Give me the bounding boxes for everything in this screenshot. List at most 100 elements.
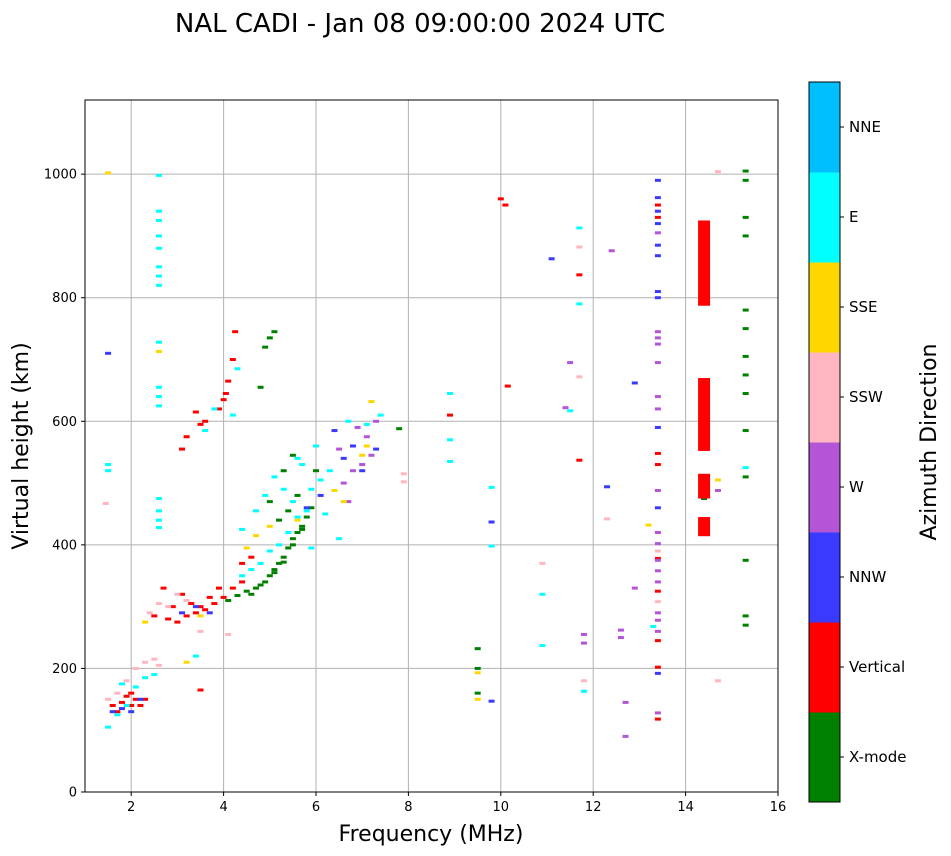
x-tick-label: 2 [127,800,135,815]
data-point-xmode [289,543,296,547]
data-point-e [239,527,246,531]
data-point-ssw [146,611,153,615]
data-point-vertical [497,197,504,201]
data-point-w [336,447,343,451]
data-point-vertical [215,586,222,590]
data-point-sse [105,171,112,175]
data-point-ssw [576,245,583,249]
data-point-sse [155,349,162,353]
data-point-vertical [239,561,246,565]
data-point-xmode [280,469,287,473]
data-point-e [248,568,255,572]
y-tick-label: 200 [52,662,77,677]
data-point-nnw [331,429,338,433]
data-point-e [155,209,162,213]
data-point-w [562,406,569,410]
colorbar-segment [809,532,840,623]
data-point-e [114,713,121,717]
data-point-xmode [308,506,315,510]
data-point-e [308,546,315,550]
data-point-e [118,682,125,686]
colorbar: X-mode Vertical NNW W SSW SSE E NNE [808,81,906,803]
y-tick-label: 400 [52,538,77,553]
data-point-e [322,512,329,516]
colorbar-tick-label: NNW [849,568,886,586]
data-point-nnw [654,425,661,429]
plot-area-frame [84,99,779,793]
data-point-e [155,518,162,522]
data-point-vertical [197,688,204,692]
data-point-vertical [114,710,121,714]
data-point-sse [368,400,375,404]
data-point-sse [714,478,721,482]
data-point-xmode [396,427,403,431]
data-point-ssw [123,679,130,683]
data-point-w [654,542,661,546]
data-point-w [654,407,661,411]
data-point-xmode [262,345,269,349]
data-point-w [654,580,661,584]
data-point-e [377,413,384,417]
data-point-xmode [289,453,296,457]
colorbar-segment [809,352,840,443]
data-point-xmode [271,568,278,572]
data-point-e [446,391,453,395]
data-point-xmode [299,524,306,528]
data-point-e [234,367,241,371]
data-point-e [326,469,333,473]
data-point-vertical [192,410,199,414]
data-point-e [239,574,246,578]
data-point-w [617,628,624,632]
data-point-nnw [654,296,661,300]
data-point-vertical [220,595,227,599]
data-point-e [576,302,583,306]
data-point-vertical [225,379,232,383]
data-point-sse [474,671,481,675]
data-point-nnw [137,697,144,701]
data-point-xmode [742,354,749,358]
data-point-ssw [654,600,661,604]
data-point-nnw [105,351,112,355]
data-point-nnw [654,222,661,226]
data-point-e [266,549,273,553]
colorbar-label: Azimuth Direction [917,343,942,540]
y-tick-label: 800 [52,291,77,306]
data-point-xmode [742,215,749,219]
data-point-w [359,463,366,467]
data-point-e [567,409,574,413]
data-point-vertical [654,717,661,721]
data-point-e [313,444,319,448]
data-point-ssw [155,663,162,667]
data-point-e [336,537,343,541]
data-point-nnw [340,456,347,460]
data-point-vertical [202,419,209,423]
data-point-vertical [197,422,204,426]
data-point-e [488,485,495,489]
data-point-e [285,531,292,534]
data-point-sse [359,453,366,457]
data-point-e [155,218,162,222]
x-tick-label: 10 [493,800,510,815]
data-point-w [654,611,661,615]
data-point-w [345,500,352,504]
data-point-vertical [232,330,239,334]
data-point-vertical [215,407,222,411]
data-point-e [363,422,370,426]
y-axis-ticks: 0 200 400 600 800 1000 [44,168,85,801]
colorbar-segment [809,622,840,713]
data-point-nnw [654,196,661,200]
data-point-e [289,500,296,504]
data-point-vertical [128,704,135,707]
data-point-w [654,361,661,365]
data-point-xmode [294,493,301,497]
data-point-e [299,463,306,467]
data-point-xmode [474,647,481,651]
colorbar-segment [809,172,840,263]
data-point-e [276,543,283,547]
data-point-e [308,487,315,491]
data-block-vertical [698,473,711,499]
data-point-xmode [280,560,287,564]
y-tick-label: 600 [52,415,77,430]
data-point-e [155,395,162,399]
